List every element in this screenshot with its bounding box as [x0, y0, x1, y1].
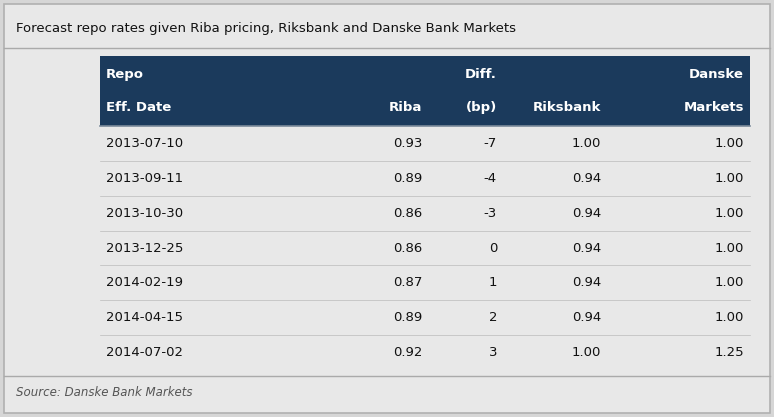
FancyBboxPatch shape: [100, 300, 750, 335]
Text: 1.00: 1.00: [572, 346, 601, 359]
Text: 0.93: 0.93: [393, 137, 423, 150]
Text: (bp): (bp): [466, 100, 497, 113]
Text: Eff. Date: Eff. Date: [106, 100, 171, 113]
Text: 1: 1: [488, 276, 497, 289]
Text: 2014-07-02: 2014-07-02: [106, 346, 183, 359]
Text: Danske: Danske: [689, 68, 744, 81]
Text: 1.00: 1.00: [714, 276, 744, 289]
FancyBboxPatch shape: [100, 335, 750, 370]
Text: -4: -4: [484, 172, 497, 185]
Text: Forecast repo rates given Riba pricing, Riksbank and Danske Bank Markets: Forecast repo rates given Riba pricing, …: [16, 22, 516, 35]
Text: 2: 2: [488, 311, 497, 324]
Text: 0.86: 0.86: [393, 241, 423, 254]
Text: 2013-07-10: 2013-07-10: [106, 137, 183, 150]
FancyBboxPatch shape: [100, 126, 750, 161]
Text: 0.94: 0.94: [572, 241, 601, 254]
Text: 0.87: 0.87: [393, 276, 423, 289]
Text: 1.00: 1.00: [714, 172, 744, 185]
Text: 0.89: 0.89: [393, 172, 423, 185]
Text: 1.25: 1.25: [714, 346, 744, 359]
Text: 0.89: 0.89: [393, 311, 423, 324]
FancyBboxPatch shape: [100, 56, 750, 126]
Text: 2013-09-11: 2013-09-11: [106, 172, 183, 185]
Text: Diff.: Diff.: [465, 68, 497, 81]
Text: 0.94: 0.94: [572, 276, 601, 289]
Text: 1.00: 1.00: [572, 137, 601, 150]
FancyBboxPatch shape: [100, 161, 750, 196]
FancyBboxPatch shape: [100, 196, 750, 231]
Text: 1.00: 1.00: [714, 207, 744, 220]
FancyBboxPatch shape: [100, 231, 750, 266]
Text: Riksbank: Riksbank: [533, 100, 601, 113]
Text: 1.00: 1.00: [714, 311, 744, 324]
Text: 1.00: 1.00: [714, 137, 744, 150]
Text: 0: 0: [488, 241, 497, 254]
Text: 0.94: 0.94: [572, 172, 601, 185]
FancyBboxPatch shape: [100, 266, 750, 300]
Text: 2013-12-25: 2013-12-25: [106, 241, 183, 254]
Text: 2014-04-15: 2014-04-15: [106, 311, 183, 324]
Text: 3: 3: [488, 346, 497, 359]
Text: -3: -3: [484, 207, 497, 220]
FancyBboxPatch shape: [4, 4, 770, 413]
Text: 0.92: 0.92: [393, 346, 423, 359]
Text: Source: Danske Bank Markets: Source: Danske Bank Markets: [16, 387, 193, 399]
Text: -7: -7: [484, 137, 497, 150]
Text: 2014-02-19: 2014-02-19: [106, 276, 183, 289]
Text: 2013-10-30: 2013-10-30: [106, 207, 183, 220]
Text: 0.94: 0.94: [572, 207, 601, 220]
Text: Markets: Markets: [683, 100, 744, 113]
Text: Riba: Riba: [389, 100, 423, 113]
Text: 0.94: 0.94: [572, 311, 601, 324]
Text: Repo: Repo: [106, 68, 144, 81]
Text: 0.86: 0.86: [393, 207, 423, 220]
Text: 1.00: 1.00: [714, 241, 744, 254]
